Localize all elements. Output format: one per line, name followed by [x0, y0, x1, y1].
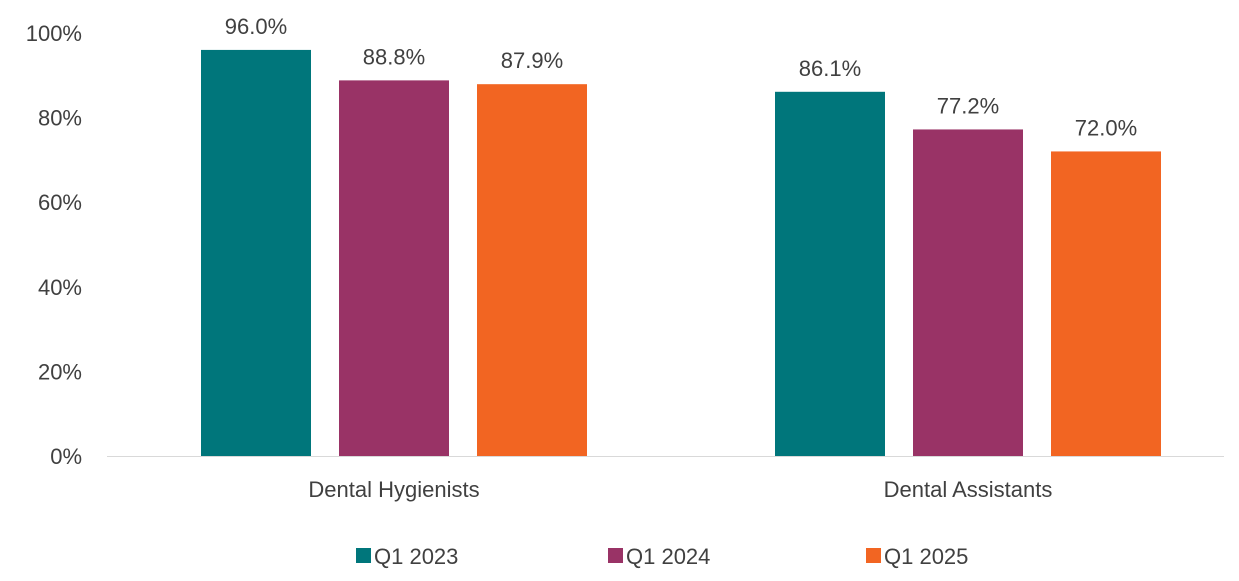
y-tick-label: 60%: [38, 190, 82, 215]
bar: [775, 91, 885, 456]
legend-label: Q1 2024: [626, 544, 710, 569]
data-label: 77.2%: [937, 93, 999, 118]
y-tick-label: 100%: [26, 21, 82, 46]
bar: [477, 84, 587, 457]
category-label: Dental Assistants: [884, 477, 1053, 502]
y-tick-label: 20%: [38, 359, 82, 384]
category-label: Dental Hygienists: [308, 477, 479, 502]
bar: [1051, 151, 1161, 456]
bar: [201, 49, 311, 457]
bars: [201, 49, 1161, 457]
data-label: 87.9%: [501, 48, 563, 73]
data-labels: 96.0% 88.8% 87.9% 86.1% 77.2% 72.0%: [225, 14, 1137, 141]
data-label: 96.0%: [225, 14, 287, 39]
legend-swatch: [356, 548, 371, 563]
legend: Q1 2023 Q1 2024 Q1 2025: [356, 544, 968, 569]
x-axis: Dental Hygienists Dental Assistants: [308, 477, 1052, 502]
legend-label: Q1 2023: [374, 544, 458, 569]
y-tick-label: 40%: [38, 275, 82, 300]
legend-swatch: [608, 548, 623, 563]
y-tick-label: 80%: [38, 106, 82, 131]
data-label: 86.1%: [799, 56, 861, 81]
data-label: 88.8%: [363, 44, 425, 69]
bar: [913, 129, 1023, 456]
data-label: 72.0%: [1075, 115, 1137, 140]
legend-label: Q1 2025: [884, 544, 968, 569]
y-axis: 0% 20% 40% 60% 80% 100%: [26, 21, 82, 469]
bar: [339, 80, 449, 456]
y-tick-label: 0%: [50, 444, 82, 469]
legend-swatch: [866, 548, 881, 563]
